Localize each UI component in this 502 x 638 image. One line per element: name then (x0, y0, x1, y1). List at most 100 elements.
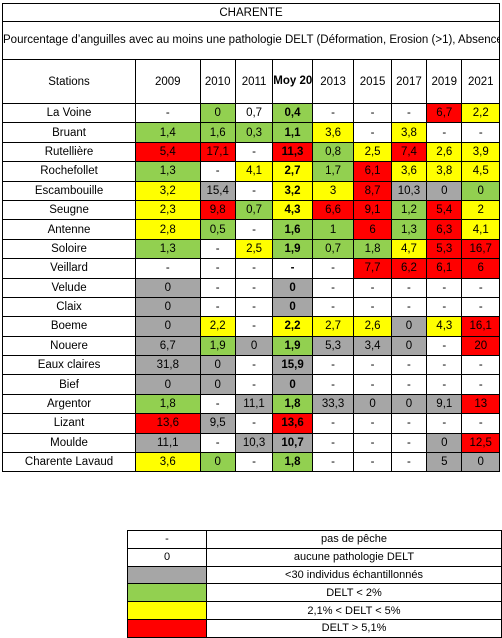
value-cell: 0,7 (311, 238, 355, 260)
value-cell: 1,3 (135, 161, 201, 182)
value-cell: - (311, 258, 355, 279)
value-cell: - (234, 141, 274, 163)
station-name: Rochefollet (1, 161, 137, 182)
legend-key: 0 (127, 547, 207, 567)
value-cell: 2,2 (461, 102, 500, 124)
value-cell: - (199, 393, 236, 415)
value-cell: - (390, 102, 428, 124)
value-cell: 5 (426, 452, 463, 473)
value-cell: 2,6 (353, 316, 392, 337)
value-cell: - (390, 452, 428, 473)
value-cell: 3,8 (390, 122, 428, 143)
table-row: Charente Lavaud 3,6 0-1,8- - -5 0 (1, 452, 500, 473)
delt-table: CHARENTE Pourcentage d’anguilles avec au… (1, 3, 500, 473)
legend-key: - (127, 530, 207, 549)
value-cell: 20 (461, 335, 500, 357)
header-2009: 2009 (135, 59, 201, 104)
value-cell: 5,4 (135, 141, 201, 163)
header-2010: 2010 (199, 59, 236, 104)
value-cell: 6,7 (135, 335, 201, 357)
value-cell: 2,8 (135, 219, 201, 240)
value-cell: 0 (135, 374, 201, 395)
moy-cell: 4,3 (272, 199, 313, 221)
value-cell: 3,8 (426, 161, 463, 182)
value-cell: - (426, 296, 463, 318)
value-cell: 0 (199, 355, 236, 376)
value-cell: 9,5 (199, 413, 236, 434)
value-cell: 11,1 (234, 393, 274, 415)
value-cell: - (199, 238, 236, 260)
station-name: Soloire (1, 238, 137, 260)
value-cell: 4,5 (461, 161, 500, 182)
value-cell: - (353, 122, 392, 143)
value-cell: 0 (135, 277, 201, 298)
value-cell: 7,4 (390, 141, 428, 163)
value-cell: 0 (390, 393, 428, 415)
value-cell: - (199, 258, 236, 279)
legend-key (127, 583, 207, 603)
value-cell: - (353, 413, 392, 434)
station-name: Charente Lavaud (1, 452, 137, 473)
value-cell: - (234, 219, 274, 240)
value-cell: 0 (234, 335, 274, 357)
value-cell: 0,5 (199, 219, 236, 240)
value-cell: 10,3 (390, 180, 428, 201)
value-cell: 1,6 (199, 122, 236, 143)
value-cell: 0,7 (234, 199, 274, 221)
table-row: Soloire 1,3-2,5 1,9 0,7 1,8 4,7 5,3 16,7 (1, 238, 500, 260)
value-cell: 4,1 (461, 219, 500, 240)
legend-key (127, 601, 207, 620)
value-cell: 0,8 (311, 141, 355, 163)
value-cell: 1,4 (135, 122, 201, 143)
value-cell: 0 (426, 432, 463, 454)
station-name: Rutellière (1, 141, 137, 163)
station-name: Boeme (1, 316, 137, 337)
value-cell: 1,3 (135, 238, 201, 260)
value-cell: - (234, 413, 274, 434)
value-cell: - (390, 413, 428, 434)
header-row: Stations 2009 2010 2011 Moy 2009 à 2011)… (1, 59, 500, 104)
value-cell: - (426, 122, 463, 143)
value-cell: 0 (390, 335, 428, 357)
value-cell: - (311, 296, 355, 318)
value-cell: - (199, 296, 236, 318)
value-cell: 2,3 (135, 199, 201, 221)
value-cell: 1,2 (390, 199, 428, 221)
value-cell: 3,2 (135, 180, 201, 201)
legend-row: DELT > 5,1% (127, 618, 502, 638)
legend-row: DELT < 2% (127, 583, 502, 603)
station-name: Claix (1, 296, 137, 318)
value-cell: - (353, 296, 392, 318)
value-cell: - (461, 413, 500, 434)
value-cell: 0 (199, 374, 236, 395)
legend-row: <30 individus échantillonnés (127, 565, 502, 585)
legend-table: - pas de pêche 0 aucune pathologie DELT <30 … (127, 530, 502, 638)
station-name: Velude (1, 277, 137, 298)
table-row: Velude 0- -0- - - - - (1, 277, 500, 298)
value-cell: - (353, 102, 392, 124)
legend-label: 2,1% < DELT < 5% (206, 601, 502, 620)
legend-label: DELT > 5,1% (206, 618, 502, 638)
legend-key (127, 618, 207, 638)
value-cell: 4,3 (426, 316, 463, 337)
station-name: Bruant (1, 122, 137, 143)
table-row: Rutellière 5,4 17,1-11,3 0,8 2,5 7,4 2,6 3,9 (1, 141, 500, 163)
value-cell: 8,7 (353, 180, 392, 201)
legend-label: <30 individus échantillonnés (206, 565, 502, 585)
value-cell: 0 (353, 393, 392, 415)
table-row: Eaux claires 31,8 0-15,9- - - - - (1, 355, 500, 376)
value-cell: - (390, 355, 428, 376)
value-cell: - (311, 277, 355, 298)
value-cell: - (461, 374, 500, 395)
value-cell: - (426, 374, 463, 395)
value-cell: - (311, 355, 355, 376)
moy-cell: 1,6 (272, 219, 313, 240)
value-cell: 0,7 (234, 102, 274, 124)
value-cell: 31,8 (135, 355, 201, 376)
station-name: Veillard (1, 258, 137, 279)
value-cell: 6 (353, 219, 392, 240)
value-cell: - (353, 452, 392, 473)
value-cell: 5,4 (426, 199, 463, 221)
legend-row: - pas de pêche (127, 530, 502, 549)
legend-label: aucune pathologie DELT (206, 547, 502, 567)
